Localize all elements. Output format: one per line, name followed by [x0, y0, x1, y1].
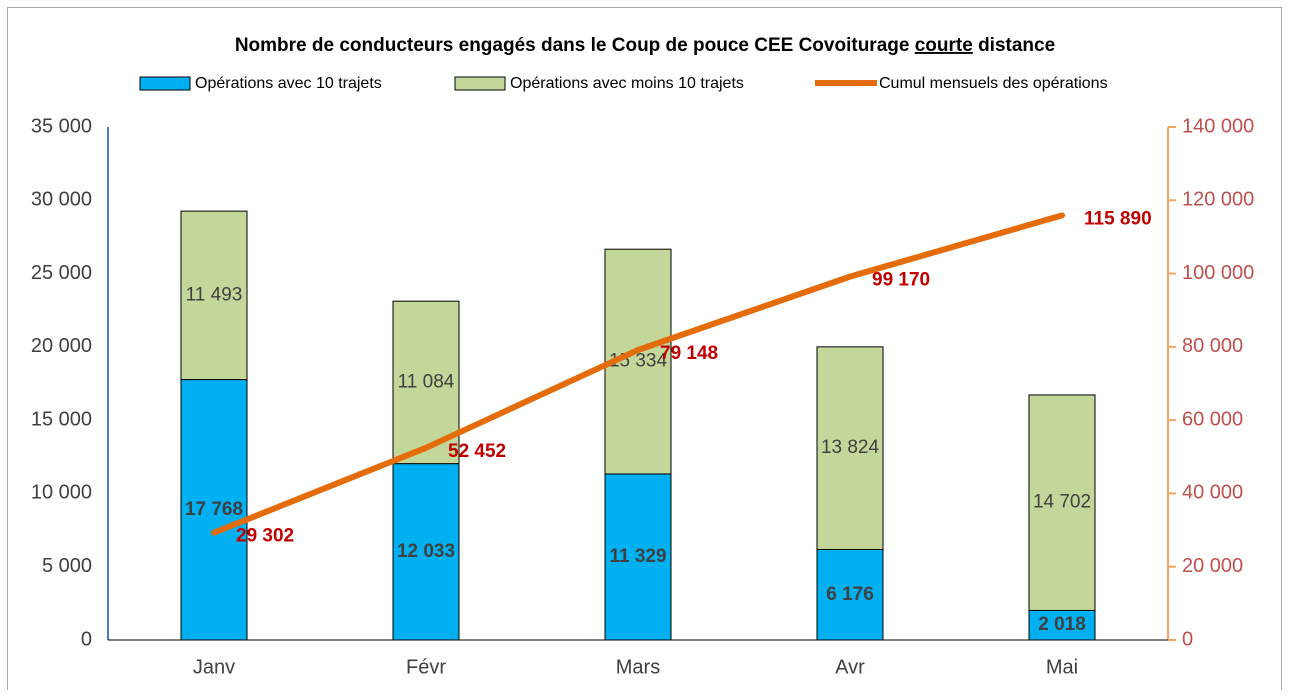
legend-label: Cumul mensuels des opérations — [879, 75, 1108, 92]
bar-segment — [816, 548, 884, 641]
y-tick-label: 15 000 — [31, 408, 92, 430]
y2-tick-label: 20 000 — [1182, 555, 1243, 577]
bar-value-label: 11 329 — [609, 546, 666, 567]
title-part: courte — [915, 35, 973, 56]
y-tick-label: 10 000 — [31, 482, 92, 504]
line-value-label: 29 302 — [236, 526, 294, 547]
y2-tick-label: 120 000 — [1182, 189, 1254, 211]
bar-value-label: 6 176 — [826, 584, 874, 605]
legend-swatch — [454, 76, 506, 91]
x-tick-label: Mars — [616, 656, 660, 678]
y-tick-label: 0 — [81, 628, 92, 650]
y2-tick-label: 100 000 — [1182, 262, 1254, 284]
bar-segment — [604, 473, 672, 641]
bar-value-label: 2 018 — [1038, 614, 1086, 635]
x-tick-label: Févr — [406, 656, 446, 678]
bar-segment — [180, 210, 248, 381]
bar-segment — [1028, 609, 1096, 641]
bar-segment — [180, 379, 248, 641]
bar-segment — [816, 346, 884, 550]
bar-value-label: 17 768 — [185, 499, 243, 520]
x-tick-label: Janv — [193, 656, 235, 678]
title-part: Nombre de conducteurs engagés dans le Co… — [235, 35, 915, 56]
bar-segment — [1028, 394, 1096, 611]
y-tick-label: 5 000 — [42, 555, 92, 577]
legend-label: Opérations avec 10 trajets — [195, 75, 382, 92]
y2-tick-label: 40 000 — [1182, 482, 1243, 504]
bar-segment — [392, 463, 460, 641]
title-part: distance — [973, 35, 1055, 56]
chart-title: Nombre de conducteurs engagés dans le Co… — [235, 35, 1055, 56]
y2-tick-label: 0 — [1182, 628, 1193, 650]
y-tick-label: 35 000 — [31, 115, 92, 137]
line-value-label: 52 452 — [448, 441, 506, 462]
y-tick-label: 30 000 — [31, 189, 92, 211]
y2-tick-label: 60 000 — [1182, 408, 1243, 430]
bar-value-label: 14 702 — [1033, 492, 1091, 513]
line-value-label: 99 170 — [872, 270, 930, 291]
line-value-label: 79 148 — [660, 343, 718, 364]
y2-tick-label: 80 000 — [1182, 335, 1243, 357]
legend-label: Opérations avec moins 10 trajets — [510, 75, 744, 92]
bar-value-label: 13 824 — [821, 437, 880, 458]
x-tick-label: Avr — [835, 656, 865, 678]
bar-value-label: 11 084 — [398, 371, 455, 392]
legend-swatch — [139, 76, 191, 91]
line-value-label: 115 890 — [1084, 208, 1152, 229]
bar-value-label: 11 493 — [186, 284, 243, 305]
y-tick-label: 20 000 — [31, 335, 92, 357]
bar-value-label: 12 033 — [397, 541, 455, 562]
line-series — [211, 212, 1065, 536]
x-tick-label: Mai — [1046, 656, 1078, 678]
y2-tick-label: 140 000 — [1182, 115, 1254, 137]
y-tick-label: 25 000 — [31, 262, 92, 284]
